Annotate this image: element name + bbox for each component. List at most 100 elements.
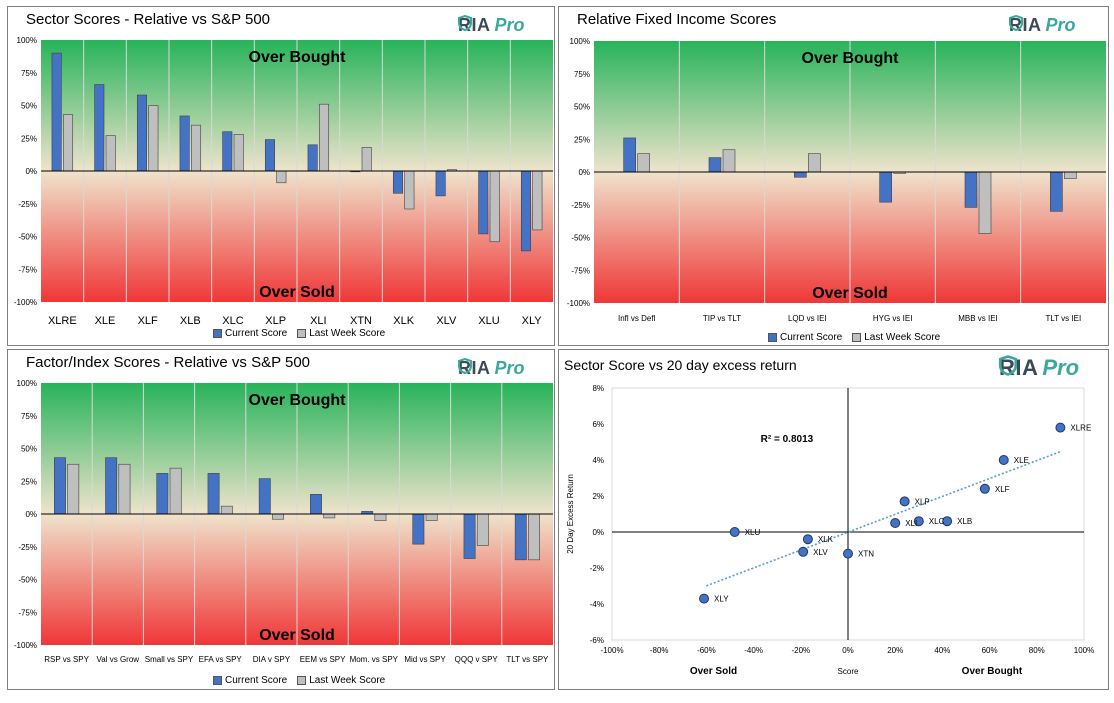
x-tick-label: 40% [934, 646, 950, 655]
bar-last-week-score [361, 147, 372, 172]
legend-swatch-last [297, 676, 307, 685]
bar-current-score [435, 170, 446, 197]
y-tick-label: -75% [18, 265, 37, 274]
logo-suffix: Pro [494, 358, 525, 378]
x-tick-label: XLK [393, 315, 414, 327]
scatter-point [843, 548, 853, 559]
bar-current-score [412, 513, 425, 545]
bar-last-week-score [323, 513, 336, 519]
logo-suffix: Pro [1042, 355, 1080, 380]
y-tick-label: -6% [590, 636, 604, 645]
x-tick-label: Val vs Grow [97, 655, 140, 664]
legend-label-last: Last Week Score [864, 332, 941, 343]
x-tick-label: XTN [350, 315, 372, 327]
bar-current-score [264, 139, 275, 172]
scatter-point [998, 455, 1009, 465]
over-sold-label: Over Sold [812, 285, 888, 302]
chart-title: Sector Scores - Relative vs S&P 500 [26, 11, 270, 28]
x-tick-label: 100% [1074, 646, 1094, 655]
x-tick-label: XLU [478, 315, 499, 327]
y-tick-label: 0% [578, 168, 590, 177]
bar-last-week-score [276, 170, 287, 184]
y-tick-label: 75% [21, 412, 37, 421]
x-axis-title: Score [838, 667, 859, 676]
scatter-point [798, 546, 809, 557]
shield-icon [1009, 15, 1023, 31]
x-tick-label: LQD vs IEI [788, 314, 827, 323]
bar-current-score [463, 513, 476, 559]
legend-item-last: Last Week Score [852, 332, 940, 343]
point-label: XLY [714, 595, 729, 604]
bar-current-score [708, 157, 722, 173]
legend-item-current: Current Score [213, 675, 287, 686]
bar-last-week-score [528, 513, 540, 561]
x-tick-label: XLF [138, 315, 158, 327]
y-tick-label: -2% [590, 564, 604, 573]
y-tick-label: 100% [570, 37, 590, 46]
over-sold-label: Over Sold [690, 666, 737, 677]
y-tick-label: -25% [18, 543, 37, 552]
bar-current-score [392, 170, 403, 194]
bar-current-score [51, 52, 62, 172]
legend-item-current: Current Score [768, 332, 842, 343]
x-tick-label: HYG vs IEI [873, 314, 913, 323]
r-squared-annotation: R² = 0.8013 [761, 434, 814, 445]
logo-suffix: Pro [1045, 15, 1076, 35]
ria-pro-logo: RIA Pro [458, 15, 525, 36]
legend-label-current: Current Score [780, 332, 843, 343]
bar-current-score [54, 457, 66, 515]
x-tick-label: XLP [265, 315, 286, 327]
point-label: XLF [995, 485, 1010, 494]
y-tick-label: -25% [571, 201, 590, 210]
scatter-point [729, 527, 740, 537]
y-tick-label: 100% [17, 379, 37, 388]
x-tick-label: QQQ v SPY [455, 655, 499, 664]
scatter-point [913, 516, 924, 527]
sector-scores-panel: 100% 75% 50% 25% 0% -25% -50% -75% -100% Over Bou… [7, 6, 555, 346]
bar-current-score [794, 171, 807, 178]
legend-label-last: Last Week Score [309, 328, 386, 339]
x-tick-label: Mom. vs SPY [350, 655, 399, 664]
bar-last-week-score [220, 505, 233, 515]
bar-last-week-score [476, 513, 489, 546]
x-tick-label: 0% [842, 646, 854, 655]
x-tick-label: XLRE [48, 315, 77, 327]
point-label: XLC [929, 517, 945, 526]
x-tick-label: -60% [697, 646, 716, 655]
logo-text: RIA [999, 355, 1039, 380]
shield-icon [458, 358, 472, 374]
y-tick-label: 50% [21, 445, 37, 454]
x-tick-label: DIA v SPY [253, 655, 291, 664]
x-tick-label: 60% [982, 646, 998, 655]
bar-current-score [623, 137, 636, 173]
scatter-point [1055, 422, 1066, 433]
y-tick-label: 0% [25, 167, 37, 176]
y-tick-label: -75% [18, 608, 37, 617]
y-tick-label: 100% [17, 36, 37, 45]
sector-vs-return-chart: -100% -80% -60% -40% -20% 0% 20% 40% 60% 80% 100% 8… [566, 384, 1094, 677]
bar-last-week-score [272, 513, 284, 520]
scatter-point [802, 534, 813, 545]
bar-current-score [514, 513, 527, 561]
y-tick-label: -50% [18, 576, 37, 585]
over-bought-label: Over Bought [249, 392, 347, 409]
x-tick-label: MBB vs IEI [958, 314, 998, 323]
x-tick-label: -40% [744, 646, 763, 655]
scatter-point [890, 518, 901, 528]
y-tick-label: -100% [14, 298, 37, 307]
over-bought-label: Over Bought [249, 49, 347, 66]
x-tick-label: XLV [436, 315, 457, 327]
y-tick-label: 75% [574, 70, 590, 79]
bar-current-score [964, 171, 978, 208]
legend-swatch-current [213, 676, 222, 685]
legend-swatch-last [852, 333, 862, 342]
y-tick-label: -50% [571, 234, 590, 243]
bar-last-week-score [637, 153, 650, 173]
x-tick-label: XLY [522, 315, 543, 327]
over-sold-label: Over Sold [259, 627, 335, 644]
x-tick-label: 20% [887, 646, 903, 655]
bar-last-week-score [191, 124, 202, 172]
shield-icon [999, 355, 1017, 376]
over-bought-label: Over Bought [802, 50, 900, 67]
y-tick-label: -100% [14, 641, 37, 650]
